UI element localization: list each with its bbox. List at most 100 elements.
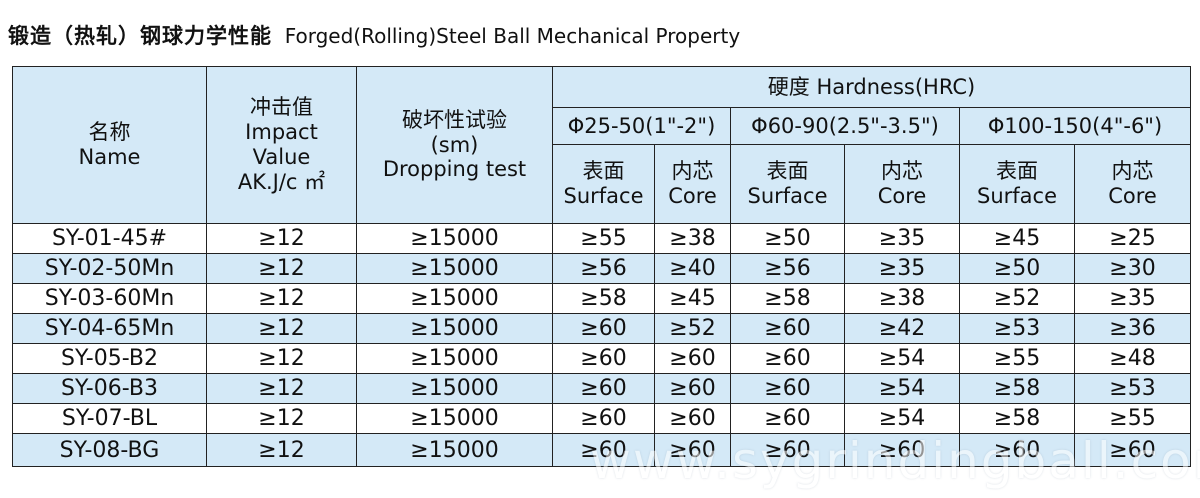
cell-impact: ≥12: [206, 373, 357, 404]
header-name-cn: 名称: [88, 120, 131, 145]
core-cn: 内芯: [1111, 159, 1154, 184]
cell-drop: ≥15000: [356, 373, 553, 404]
table-row: SY-06-B3 ≥12 ≥15000 ≥60 ≥60 ≥60 ≥54 ≥58 ≥53: [12, 373, 1192, 404]
header-impact: 冲击值 Impact Value AK.J/c ㎡: [206, 66, 357, 224]
table-row: SY-04-65Mn ≥12 ≥15000 ≥60 ≥52 ≥60 ≥42 ≥53 ≥36: [12, 313, 1192, 344]
cell-c3: ≥30: [1073, 253, 1192, 284]
header-core-2: 内芯 Core: [844, 144, 960, 224]
table-row: SY-01-45# ≥12 ≥15000 ≥55 ≥38 ≥50 ≥35 ≥45 ≥25: [12, 223, 1192, 254]
cell-c1: ≥38: [654, 223, 731, 254]
cell-s1: ≥60: [552, 373, 655, 404]
cell-c3: ≥55: [1073, 403, 1192, 434]
title-chinese: 锻造（热轧）钢球力学性能: [8, 24, 272, 48]
header-group-3: Φ100-150(4"-6"): [958, 107, 1192, 145]
header-drop-cn: 破坏性试验: [402, 107, 507, 132]
surface-en: Surface: [563, 184, 644, 208]
header-drop-en: Dropping test: [382, 157, 527, 182]
cell-s3: ≥58: [959, 403, 1075, 434]
header-surface-2: 表面 Surface: [730, 144, 845, 224]
cell-c1: ≥45: [654, 283, 731, 314]
cell-s2: ≥60: [730, 433, 845, 467]
cell-s3: ≥53: [959, 313, 1075, 344]
table-row: SY-03-60Mn ≥12 ≥15000 ≥58 ≥45 ≥58 ≥38 ≥52 ≥35: [12, 283, 1192, 314]
cell-c2: ≥35: [844, 253, 960, 284]
cell-c1: ≥60: [654, 343, 731, 374]
cell-s2: ≥60: [730, 343, 845, 374]
surface-en: Surface: [747, 184, 828, 208]
cell-c3: ≥25: [1073, 223, 1192, 254]
cell-c3: ≥60: [1073, 433, 1192, 467]
core-cn: 内芯: [671, 159, 714, 184]
cell-name: SY-02-50Mn: [12, 253, 207, 284]
core-en: Core: [1108, 184, 1157, 208]
cell-drop: ≥15000: [356, 253, 553, 284]
cell-s3: ≥52: [959, 283, 1075, 314]
cell-s1: ≥55: [552, 223, 655, 254]
cell-impact: ≥12: [206, 343, 357, 374]
cell-c2: ≥54: [844, 373, 960, 404]
cell-s3: ≥60: [959, 433, 1075, 467]
cell-drop: ≥15000: [356, 433, 553, 467]
cell-c2: ≥54: [844, 343, 960, 374]
cell-s1: ≥56: [552, 253, 655, 284]
cell-c1: ≥60: [654, 433, 731, 467]
header-core-3: 内芯 Core: [1073, 144, 1192, 224]
cell-s3: ≥58: [959, 373, 1075, 404]
header-dropping-test: 破坏性试验 (sm) Dropping test: [356, 66, 553, 224]
cell-s1: ≥58: [552, 283, 655, 314]
title-english: Forged(Rolling)Steel Ball Mechanical Pro…: [284, 24, 741, 48]
header-name: 名称 Name: [12, 66, 207, 224]
cell-c2: ≥35: [844, 223, 960, 254]
cell-s2: ≥60: [730, 373, 845, 404]
table-row: SY-08-BG ≥12 ≥15000 ≥60 ≥60 ≥60 ≥60 ≥60 ≥60: [12, 433, 1192, 467]
table-row: SY-05-B2 ≥12 ≥15000 ≥60 ≥60 ≥60 ≥54 ≥55 ≥48: [12, 343, 1192, 374]
cell-impact: ≥12: [206, 313, 357, 344]
cell-impact: ≥12: [206, 433, 357, 467]
cell-s2: ≥50: [730, 223, 845, 254]
cell-name: SY-08-BG: [12, 433, 207, 467]
header-surface-1: 表面 Surface: [552, 144, 655, 224]
core-en: Core: [668, 184, 717, 208]
cell-c3: ≥53: [1073, 373, 1192, 404]
header-group-1: Φ25-50(1"-2"): [552, 107, 731, 145]
header-hardness: 硬度 Hardness(HRC): [551, 66, 1192, 108]
surface-en: Surface: [976, 184, 1057, 208]
cell-impact: ≥12: [206, 283, 357, 314]
cell-impact: ≥12: [206, 403, 357, 434]
cell-c1: ≥52: [654, 313, 731, 344]
cell-name: SY-01-45#: [12, 223, 207, 254]
cell-drop: ≥15000: [356, 283, 553, 314]
surface-cn: 表面: [996, 159, 1038, 184]
header-impact-unit: AK.J/c ㎡: [237, 169, 326, 194]
cell-drop: ≥15000: [356, 403, 553, 434]
cell-name: SY-04-65Mn: [12, 313, 207, 344]
table-row: SY-07-BL ≥12 ≥15000 ≥60 ≥60 ≥60 ≥54 ≥58 ≥55: [12, 403, 1192, 434]
header-impact-cn: 冲击值: [250, 95, 313, 120]
header-group-2: Φ60-90(2.5"-3.5"): [730, 107, 960, 145]
cell-c1: ≥60: [654, 403, 731, 434]
header-surface-3: 表面 Surface: [959, 144, 1075, 224]
cell-s2: ≥56: [730, 253, 845, 284]
core-en: Core: [877, 184, 927, 208]
cell-s1: ≥60: [552, 343, 655, 374]
cell-c1: ≥40: [654, 253, 731, 284]
table-row: SY-02-50Mn ≥12 ≥15000 ≥56 ≥40 ≥56 ≥35 ≥50 ≥30: [12, 253, 1192, 284]
cell-impact: ≥12: [206, 253, 357, 284]
cell-impact: ≥12: [206, 223, 357, 254]
cell-name: SY-03-60Mn: [12, 283, 207, 314]
cell-s2: ≥58: [730, 283, 845, 314]
header-core-1: 内芯 Core: [654, 144, 731, 224]
cell-name: SY-07-BL: [12, 403, 207, 434]
surface-cn: 表面: [582, 159, 625, 184]
surface-cn: 表面: [766, 159, 809, 184]
cell-s2: ≥60: [730, 313, 845, 344]
header-impact-en2: Value: [252, 145, 311, 169]
header-name-en: Name: [78, 145, 141, 169]
mechanical-property-table: 名称 Name 冲击值 Impact Value AK.J/c ㎡ 破坏性试验 …: [12, 66, 1192, 467]
header-drop-unit: (sm): [430, 132, 479, 157]
cell-name: SY-05-B2: [12, 343, 207, 374]
cell-s1: ≥60: [552, 313, 655, 344]
core-cn: 内芯: [881, 159, 923, 184]
cell-drop: ≥15000: [356, 223, 553, 254]
cell-c2: ≥60: [844, 433, 960, 467]
